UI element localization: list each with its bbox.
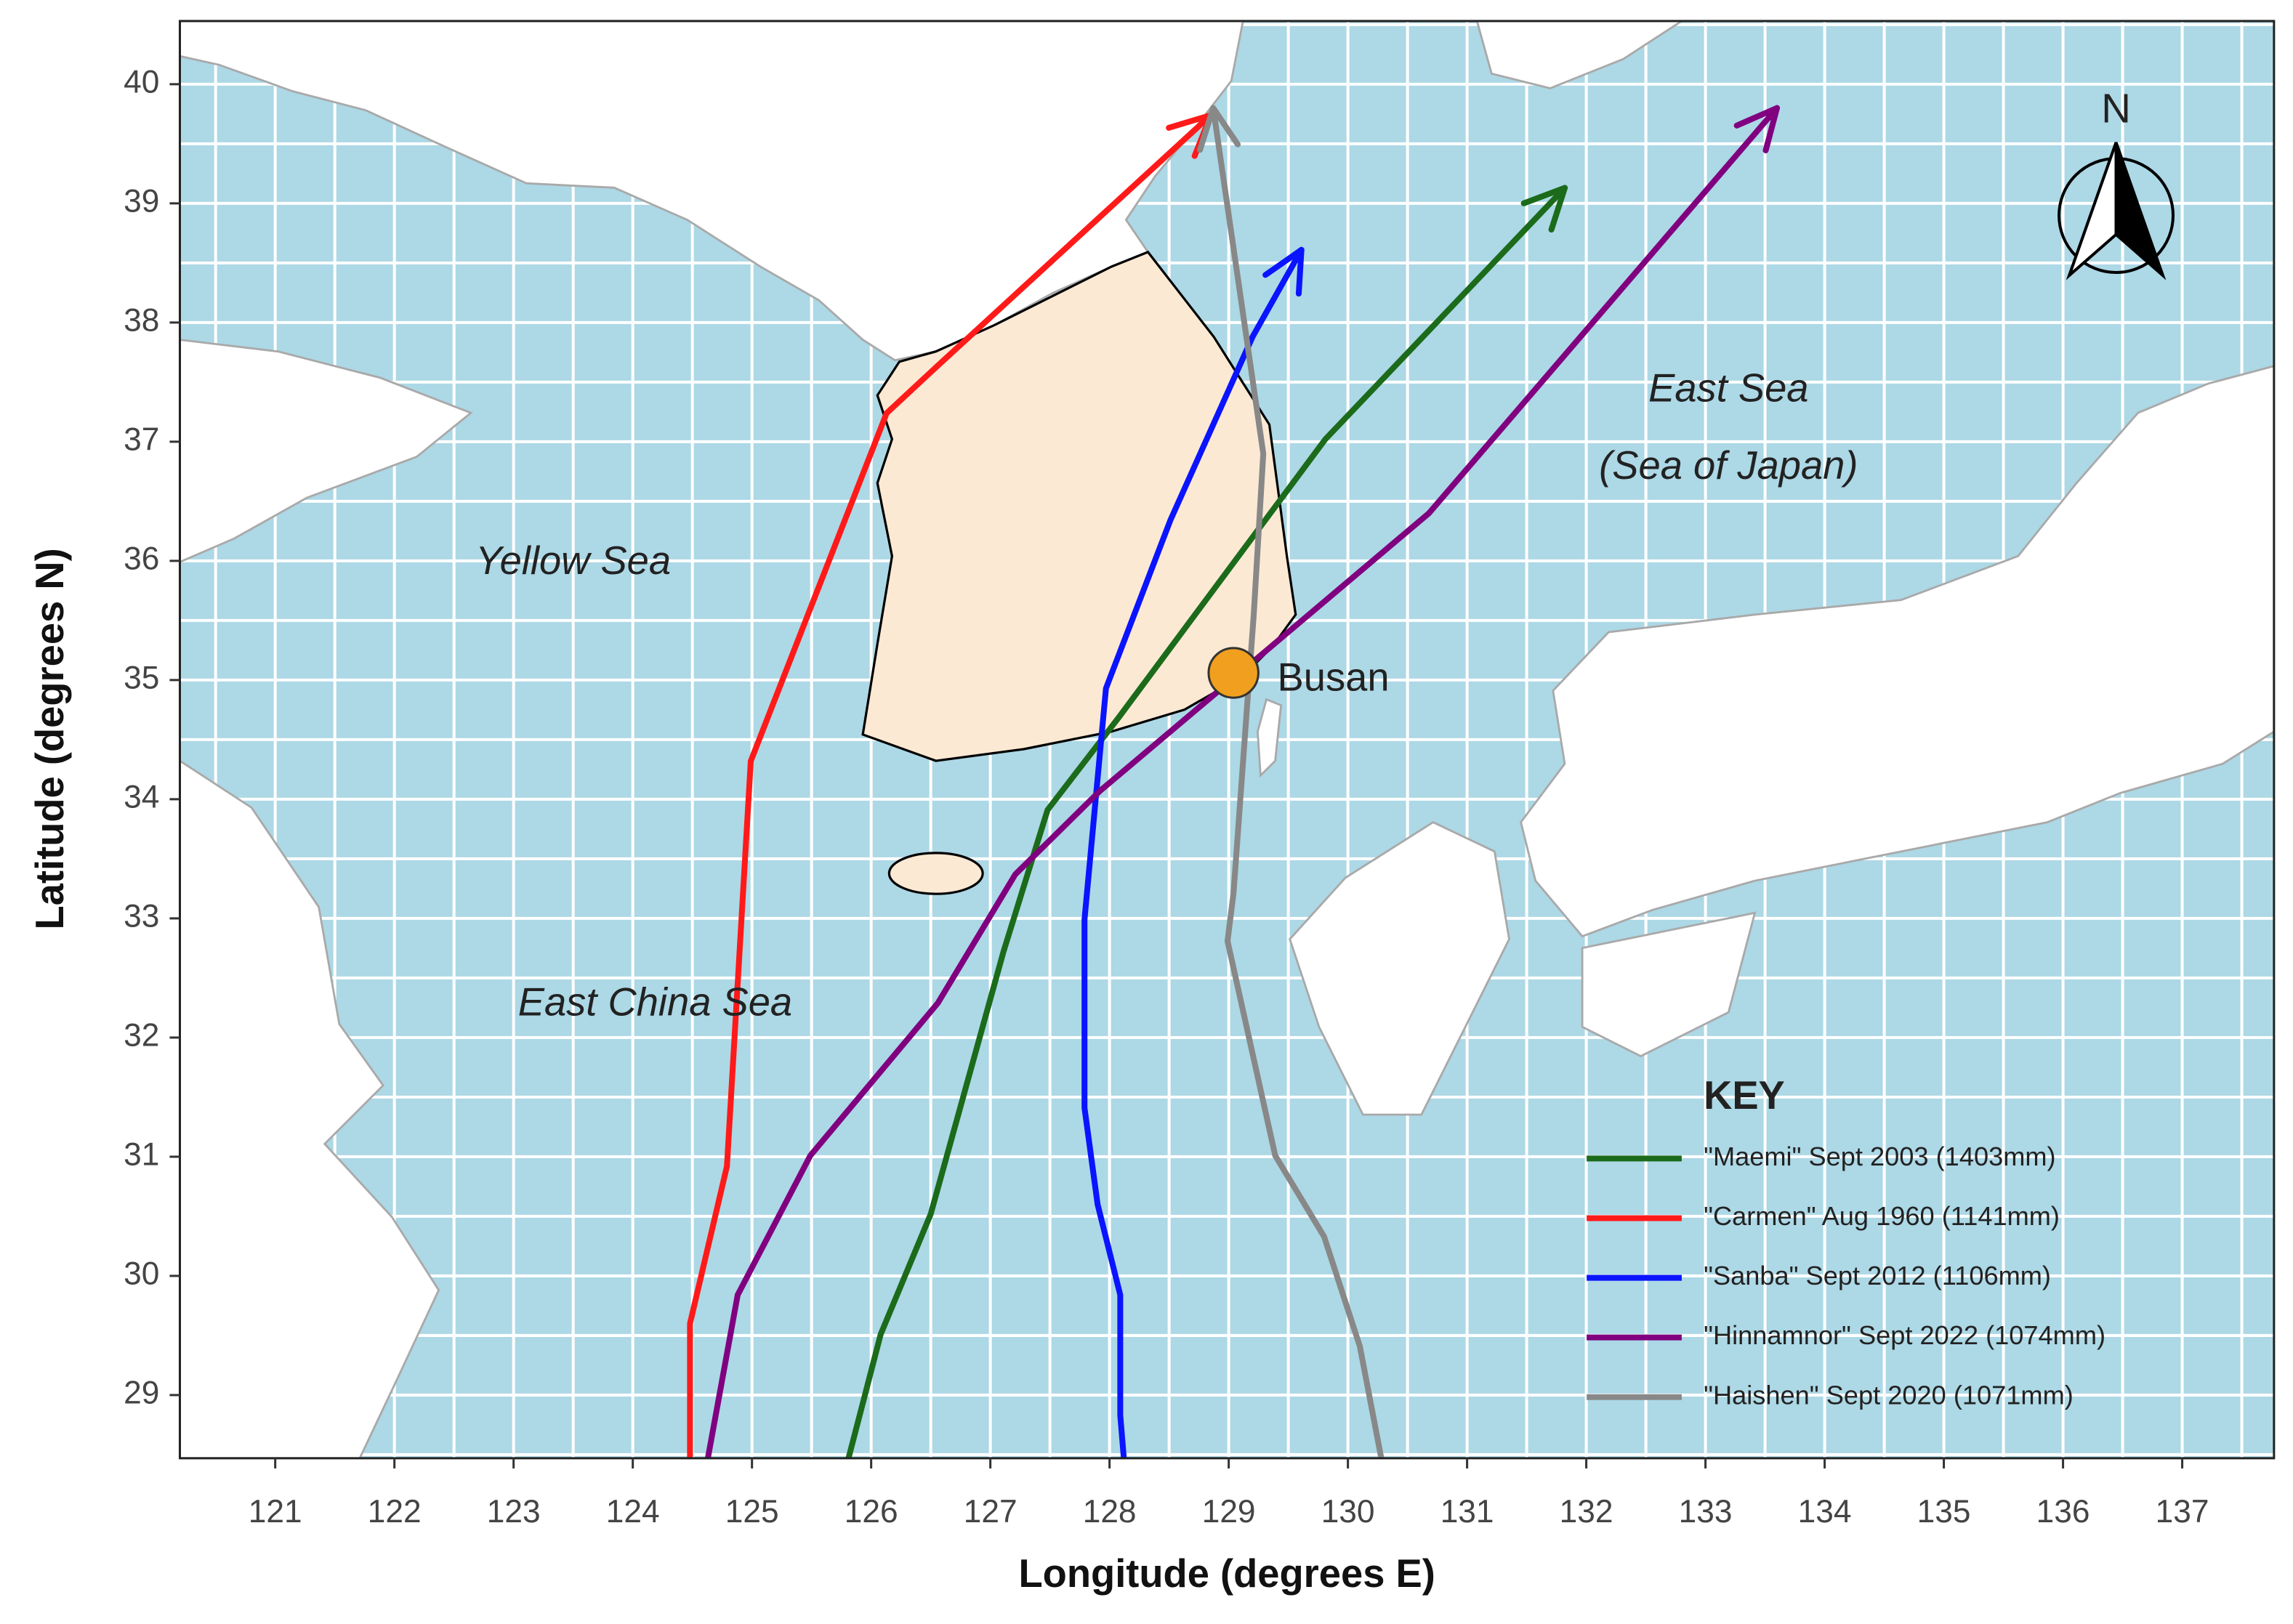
sea-label: East Sea <box>1648 365 1808 410</box>
x-tick-label: 131 <box>1440 1494 1494 1530</box>
arrowhead <box>1733 105 1781 154</box>
track <box>1210 105 1385 1458</box>
x-tick-label: 126 <box>845 1494 898 1530</box>
x-tick-label: 123 <box>487 1494 541 1530</box>
y-tick-label: 36 <box>124 541 159 577</box>
track <box>687 112 1214 1458</box>
x-axis-title: Longitude (degrees E) <box>1018 1551 1435 1596</box>
china-shandong <box>180 339 473 563</box>
legend-label: "Hinnamnor" Sept 2022 (1074mm) <box>1704 1320 2105 1350</box>
north-label: N <box>2101 86 2131 132</box>
x-tick-label: 122 <box>368 1494 422 1530</box>
y-tick-label: 33 <box>124 899 159 934</box>
track <box>1081 246 1305 1458</box>
china-east-coast <box>180 759 440 1458</box>
y-tick-label: 32 <box>124 1018 159 1054</box>
x-tick-label: 133 <box>1679 1494 1733 1530</box>
x-tick-label: 137 <box>2156 1494 2209 1530</box>
track <box>845 185 1568 1458</box>
city-marker <box>1207 647 1260 699</box>
city-label: Busan <box>1278 655 1390 699</box>
x-tick-label: 127 <box>964 1494 1017 1530</box>
x-tick-label: 129 <box>1202 1494 1256 1530</box>
compass-right <box>2114 142 2167 280</box>
x-tick-label: 125 <box>725 1494 779 1530</box>
tracks <box>687 105 1781 1458</box>
y-tick-label: 38 <box>124 303 159 339</box>
sea-label: (Sea of Japan) <box>1599 443 1858 488</box>
arrowhead <box>1520 185 1568 233</box>
y-tick-label: 31 <box>124 1137 159 1173</box>
y-tick-label: 40 <box>124 65 159 100</box>
x-tick-label: 136 <box>2036 1494 2090 1530</box>
x-tick-label: 134 <box>1798 1494 1852 1530</box>
x-tick-label: 135 <box>1917 1494 1971 1530</box>
legend-label: "Carmen" Aug 1960 (1141mm) <box>1704 1201 2060 1231</box>
track <box>704 105 1781 1458</box>
x-tick-label: 132 <box>1560 1494 1613 1530</box>
y-tick-label: 35 <box>124 660 159 696</box>
arrowhead <box>1197 105 1241 153</box>
sea-label: Yellow Sea <box>475 538 671 583</box>
jeju <box>887 852 984 895</box>
legend-label: "Maemi" Sept 2003 (1403mm) <box>1704 1142 2055 1171</box>
tsushima <box>1256 698 1283 778</box>
y-axis-title: Latitude (degrees N) <box>28 548 72 929</box>
kyushu <box>1289 820 1510 1116</box>
legend-label: "Sanba" Sept 2012 (1106mm) <box>1704 1261 2051 1290</box>
honshu <box>1520 365 2274 938</box>
land <box>180 20 2274 1458</box>
shikoku <box>1581 911 1757 1058</box>
china-north-korea <box>180 20 1244 362</box>
x-tick-label: 121 <box>249 1494 302 1530</box>
legend-title: KEY <box>1704 1073 1785 1118</box>
y-tick-label: 34 <box>124 780 159 815</box>
x-tick-label: 130 <box>1321 1494 1375 1530</box>
russia <box>1475 20 1684 89</box>
y-tick-label: 30 <box>124 1256 159 1292</box>
legend-label: "Haishen" Sept 2020 (1071mm) <box>1704 1380 2074 1410</box>
axes: 121 122 123 124 125 126 127 128 129 130 131 132 133 1… <box>124 65 2209 1530</box>
legend: KEY "Maemi" Sept 2003 (1403mm) "Carmen" A… <box>1587 1073 2105 1410</box>
x-tick-label: 128 <box>1083 1494 1137 1530</box>
sea-label: East China Sea <box>518 979 792 1024</box>
plot-frame <box>178 20 2276 1460</box>
x-tick-label: 124 <box>606 1494 660 1530</box>
y-tick-label: 37 <box>124 422 159 458</box>
arrowhead <box>1262 246 1305 297</box>
north-arrow: N <box>2058 86 2175 280</box>
south-korea <box>861 250 1297 762</box>
y-tick-label: 39 <box>124 184 159 219</box>
y-tick-label: 29 <box>124 1375 159 1411</box>
